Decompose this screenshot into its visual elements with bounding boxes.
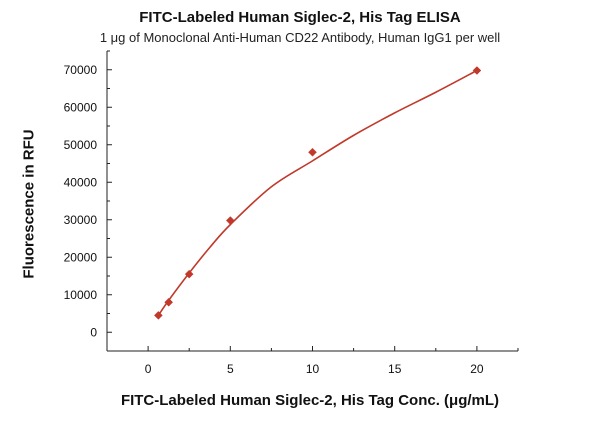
y-axis-label: Fluorescence in RFU <box>20 129 38 279</box>
data-point <box>225 216 235 225</box>
y-tick-label: 50000 <box>64 138 98 152</box>
y-tick-label: 40000 <box>64 175 98 189</box>
x-tick-label: 5 <box>227 362 234 376</box>
y-tick-label: 10000 <box>64 288 98 302</box>
x-tick-label: 0 <box>145 362 152 376</box>
data-points-layer <box>154 66 482 320</box>
y-tick-label: 70000 <box>64 63 98 77</box>
fit-curve-line <box>157 69 478 316</box>
data-point <box>308 147 317 157</box>
x-tick-label: 20 <box>470 362 484 376</box>
axes: 0 10000 20000 30000 40000 50000 60000 70000 0 5 10… <box>64 50 519 376</box>
x-tick-label: 10 <box>306 362 320 376</box>
y-tick-label: 30000 <box>64 213 98 227</box>
data-point <box>184 269 194 279</box>
x-tick-label: 15 <box>388 362 402 376</box>
data-point <box>472 66 482 75</box>
chart-title: FITC-Labeled Human Siglec-2, His Tag ELI… <box>139 9 461 26</box>
data-point <box>154 311 163 320</box>
y-tick-label: 20000 <box>64 250 98 264</box>
y-tick-label: 60000 <box>64 100 98 114</box>
x-axis-label: FITC-Labeled Human Siglec-2, His Tag Con… <box>120 392 500 409</box>
fit-curve-layer <box>157 69 478 316</box>
chart-subtitle: 1 μg of Monoclonal Anti-Human CD22 Antib… <box>99 30 501 45</box>
y-tick-label: 0 <box>90 325 97 339</box>
data-point <box>164 297 174 307</box>
